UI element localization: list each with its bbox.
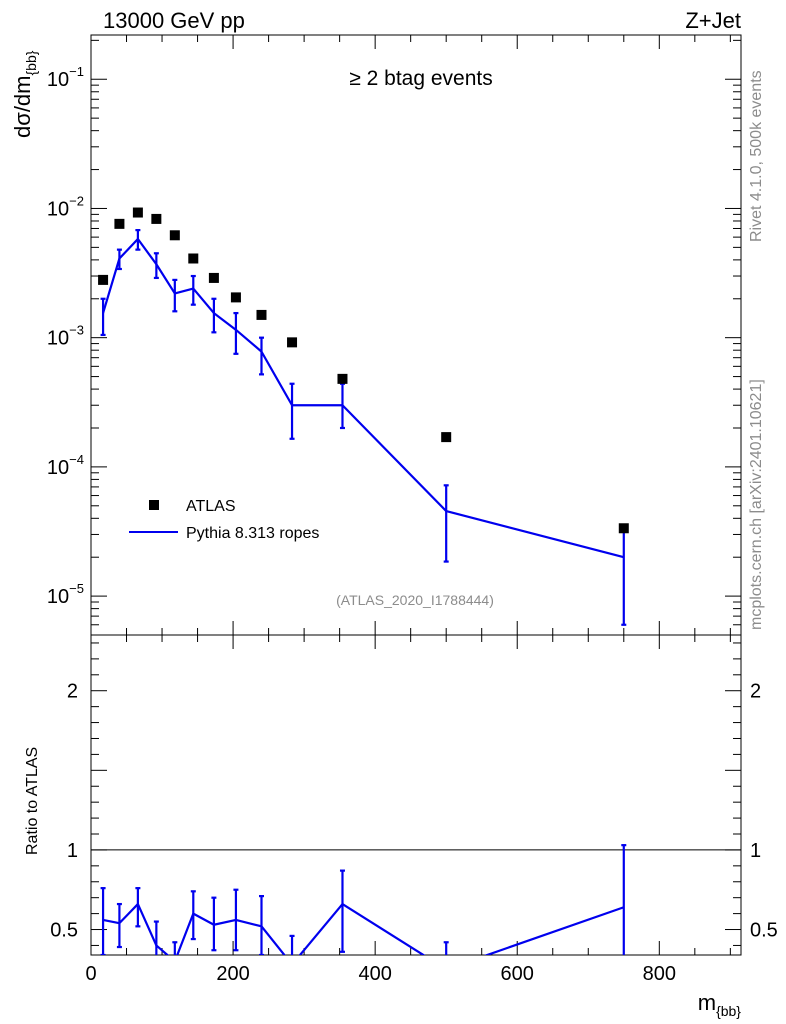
atlas-series bbox=[98, 207, 629, 534]
main-y-tick-label: 10−1 bbox=[47, 64, 84, 91]
atlas-point bbox=[98, 274, 109, 285]
main-plot-frame bbox=[90, 34, 742, 636]
x-tick-label: 200 bbox=[216, 963, 249, 985]
side-label-rivet: Rivet 4.1.0, 500k events bbox=[748, 70, 765, 242]
ratio-plot-frame bbox=[90, 634, 742, 956]
atlas-point bbox=[230, 292, 241, 303]
atlas-point bbox=[132, 207, 143, 218]
main-axis-ticks bbox=[90, 35, 741, 635]
ratio-panel: 0.5 0.51 12 2 0 200 400 600 800 Ratio to ATLAS … bbox=[24, 634, 778, 1019]
header-right-label: Z+Jet bbox=[685, 8, 741, 33]
main-y-tick-label: 10−3 bbox=[47, 323, 84, 350]
main-panel: 10−5 10−4 10−3 10−2 10−1 ≥ 2 btag events (AT… bbox=[10, 34, 742, 636]
ratio-y-tick-label-left: 1 bbox=[67, 840, 78, 862]
ratio-y-tick-label-right: 2 bbox=[750, 681, 761, 703]
atlas-point bbox=[256, 309, 267, 320]
main-watermark: (ATLAS_2020_I1788444) bbox=[336, 592, 494, 608]
main-y-tick-label: 10−4 bbox=[47, 452, 84, 479]
atlas-point bbox=[337, 373, 348, 384]
ratio-line bbox=[102, 902, 625, 955]
main-y-tick-labels: 10−5 10−4 10−3 10−2 10−1 bbox=[47, 64, 84, 608]
x-tick-label: 800 bbox=[643, 963, 676, 985]
atlas-point bbox=[151, 213, 162, 224]
ratio-y-axis-label: Ratio to ATLAS bbox=[24, 747, 41, 855]
main-y-tick-label: 10−2 bbox=[47, 193, 84, 220]
atlas-point bbox=[169, 230, 180, 241]
x-tick-labels: 0 200 400 600 800 bbox=[85, 963, 676, 985]
x-tick-label: 600 bbox=[501, 963, 534, 985]
legend-label-atlas: ATLAS bbox=[186, 498, 236, 515]
legend-label-pythia: Pythia 8.313 ropes bbox=[186, 525, 319, 542]
x-axis-label: m{bb} bbox=[698, 990, 742, 1019]
main-y-tick-label: 10−5 bbox=[47, 581, 84, 608]
ratio-series bbox=[100, 844, 627, 955]
atlas-point bbox=[618, 523, 629, 534]
pythia-series bbox=[100, 229, 627, 626]
ratio-y-tick-label-right: 1 bbox=[750, 840, 761, 862]
ratio-y-tick-label-right: 0.5 bbox=[750, 920, 778, 942]
atlas-point bbox=[208, 272, 219, 283]
atlas-point bbox=[441, 432, 452, 443]
atlas-point bbox=[287, 337, 298, 348]
atlas-point bbox=[188, 253, 199, 264]
ratio-y-tick-label-left: 2 bbox=[67, 681, 78, 703]
x-tick-label: 0 bbox=[85, 963, 96, 985]
ratio-y-tick-labels: 0.5 0.5 1 1 2 2 bbox=[50, 681, 778, 942]
atlas-point bbox=[114, 218, 125, 229]
header-left-label: 13000 GeV pp bbox=[103, 8, 245, 33]
ratio-axis-ticks bbox=[90, 635, 741, 955]
x-tick-label: 400 bbox=[358, 963, 391, 985]
legend: ATLAS Pythia 8.313 ropes bbox=[129, 498, 319, 542]
main-annotation: ≥ 2 btag events bbox=[349, 67, 492, 90]
main-y-axis-label: dσ/dm{bb} bbox=[10, 50, 39, 138]
pythia-line bbox=[102, 237, 625, 559]
ratio-y-tick-label-left: 0.5 bbox=[50, 920, 78, 942]
side-label-source: mcplots.cern.ch [arXiv:2401.10621] bbox=[748, 379, 765, 630]
legend-marker-atlas bbox=[149, 500, 159, 510]
